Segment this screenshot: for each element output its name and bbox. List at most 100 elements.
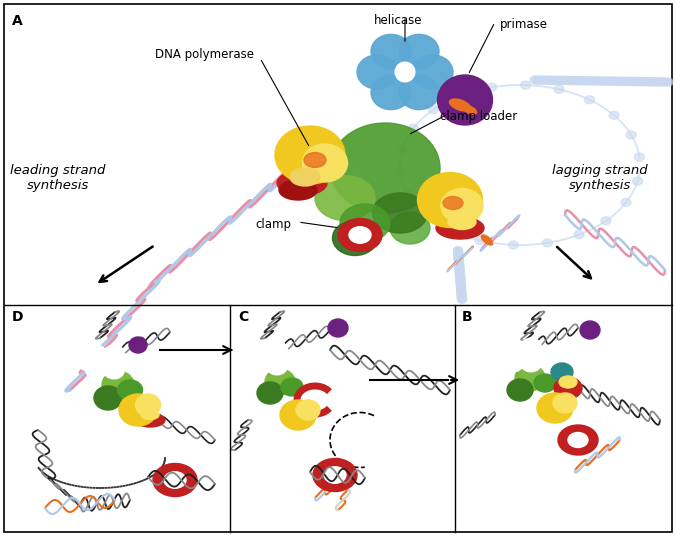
Ellipse shape	[397, 146, 407, 154]
Ellipse shape	[249, 359, 269, 375]
Ellipse shape	[456, 270, 464, 277]
Ellipse shape	[390, 212, 430, 244]
Ellipse shape	[455, 264, 464, 271]
Ellipse shape	[436, 217, 484, 239]
Ellipse shape	[456, 283, 465, 290]
Ellipse shape	[567, 77, 577, 85]
Ellipse shape	[324, 467, 346, 483]
Ellipse shape	[371, 76, 411, 109]
Ellipse shape	[454, 248, 462, 255]
Ellipse shape	[639, 78, 650, 86]
Ellipse shape	[457, 287, 466, 294]
Circle shape	[260, 350, 276, 366]
Ellipse shape	[560, 77, 571, 85]
Ellipse shape	[456, 273, 464, 281]
Ellipse shape	[413, 55, 453, 89]
Circle shape	[395, 62, 415, 82]
Ellipse shape	[86, 363, 106, 378]
Ellipse shape	[542, 239, 552, 247]
Ellipse shape	[569, 77, 579, 85]
Ellipse shape	[601, 77, 610, 85]
Ellipse shape	[550, 76, 560, 84]
Ellipse shape	[457, 286, 466, 293]
Ellipse shape	[275, 126, 345, 184]
Ellipse shape	[420, 210, 431, 218]
Ellipse shape	[395, 168, 406, 176]
Ellipse shape	[565, 77, 575, 85]
Ellipse shape	[455, 269, 464, 276]
Ellipse shape	[544, 76, 554, 84]
Ellipse shape	[554, 85, 564, 93]
Ellipse shape	[487, 83, 497, 91]
Ellipse shape	[581, 77, 591, 85]
Circle shape	[97, 354, 113, 370]
Ellipse shape	[554, 76, 564, 84]
Ellipse shape	[454, 258, 464, 265]
Ellipse shape	[644, 78, 654, 86]
Ellipse shape	[508, 241, 518, 249]
Ellipse shape	[454, 247, 462, 254]
Ellipse shape	[530, 347, 550, 363]
Ellipse shape	[618, 77, 627, 85]
Ellipse shape	[584, 77, 594, 85]
Ellipse shape	[454, 254, 463, 261]
Ellipse shape	[349, 227, 371, 243]
Ellipse shape	[454, 247, 462, 255]
Ellipse shape	[651, 78, 661, 86]
Ellipse shape	[637, 78, 648, 86]
Ellipse shape	[457, 290, 466, 297]
Ellipse shape	[119, 394, 157, 426]
Ellipse shape	[448, 214, 476, 229]
Ellipse shape	[454, 254, 463, 260]
Ellipse shape	[135, 413, 165, 427]
Ellipse shape	[574, 77, 584, 85]
Ellipse shape	[643, 78, 653, 86]
Text: clamp: clamp	[255, 218, 291, 231]
Ellipse shape	[456, 284, 466, 291]
Ellipse shape	[634, 78, 644, 86]
Circle shape	[514, 347, 530, 363]
Ellipse shape	[538, 76, 548, 84]
Ellipse shape	[249, 341, 269, 358]
Ellipse shape	[296, 400, 320, 420]
Ellipse shape	[302, 144, 347, 182]
Ellipse shape	[267, 359, 287, 375]
Ellipse shape	[113, 354, 133, 370]
Ellipse shape	[636, 78, 646, 86]
Ellipse shape	[627, 78, 637, 85]
Ellipse shape	[580, 321, 600, 339]
Ellipse shape	[589, 77, 599, 85]
Ellipse shape	[552, 76, 562, 84]
Ellipse shape	[594, 77, 604, 85]
Ellipse shape	[404, 190, 414, 198]
Ellipse shape	[464, 106, 477, 114]
Ellipse shape	[277, 170, 327, 196]
Ellipse shape	[545, 76, 555, 84]
Ellipse shape	[408, 124, 418, 132]
Ellipse shape	[521, 81, 531, 89]
Ellipse shape	[450, 99, 470, 111]
Ellipse shape	[548, 76, 558, 84]
Ellipse shape	[454, 251, 463, 258]
Text: primase: primase	[500, 18, 548, 31]
Ellipse shape	[456, 281, 465, 288]
Text: lagging strand
synthesis: lagging strand synthesis	[552, 164, 648, 192]
Ellipse shape	[333, 220, 377, 256]
Ellipse shape	[572, 77, 582, 85]
Ellipse shape	[533, 76, 544, 84]
Ellipse shape	[562, 77, 572, 85]
Ellipse shape	[609, 111, 619, 120]
Ellipse shape	[455, 266, 464, 273]
Ellipse shape	[611, 77, 621, 85]
Text: C: C	[238, 310, 248, 324]
Ellipse shape	[153, 464, 197, 496]
Ellipse shape	[445, 226, 455, 234]
Ellipse shape	[456, 280, 465, 287]
Ellipse shape	[454, 251, 463, 258]
Ellipse shape	[547, 76, 557, 84]
Ellipse shape	[455, 265, 464, 272]
Ellipse shape	[257, 382, 283, 404]
Ellipse shape	[457, 293, 466, 300]
Ellipse shape	[515, 365, 545, 391]
Ellipse shape	[608, 77, 617, 85]
